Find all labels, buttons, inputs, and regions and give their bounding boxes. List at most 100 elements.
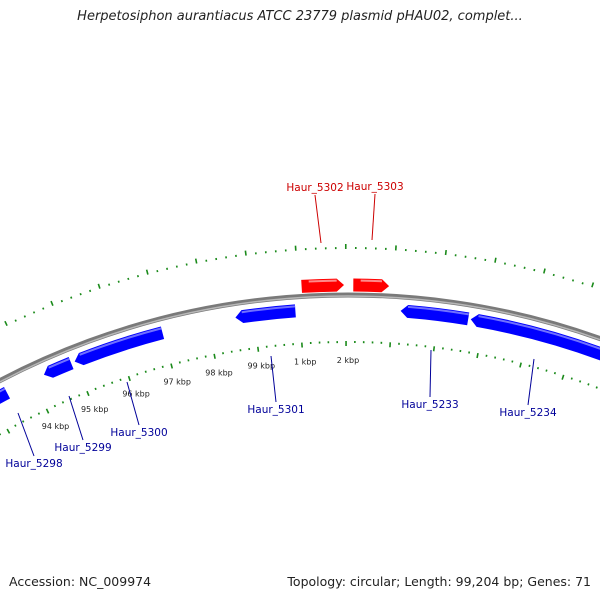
gene-leader-line <box>126 381 140 426</box>
gene-arrow-haur_5233[interactable] <box>400 304 470 326</box>
inner-tick <box>587 383 590 386</box>
gene-highlight <box>79 327 162 356</box>
tick-label: 94 kbp <box>42 422 70 431</box>
inner-tick <box>476 352 479 359</box>
gene-label-haur_5301[interactable]: Haur_5301 <box>247 404 304 416</box>
outer-tick <box>4 320 8 327</box>
gene-arrow-haur_5300[interactable] <box>74 326 165 366</box>
gene-highlight <box>48 357 70 369</box>
inner-tick <box>22 420 25 423</box>
inner-tick <box>78 394 81 397</box>
tick-label: 96 kbp <box>122 390 150 399</box>
gene-leader-line <box>270 355 277 403</box>
outer-tick <box>108 283 111 286</box>
outer-tick <box>50 300 54 307</box>
inner-tick <box>69 397 73 401</box>
gene-label-haur_5233[interactable]: Haur_5233 <box>401 399 458 411</box>
inner-tick <box>111 381 114 384</box>
outer-tick <box>32 311 36 314</box>
inner-tick <box>53 404 57 408</box>
inner-tick <box>536 366 540 370</box>
inner-tick <box>570 377 573 380</box>
inner-tick <box>213 353 216 359</box>
gene-highlight <box>478 315 600 350</box>
topology-summary: Topology: circular; Length: 99,204 bp; G… <box>287 574 591 589</box>
gene-leader-line <box>314 194 322 244</box>
outer-tick <box>543 268 546 274</box>
outer-tick <box>23 315 26 318</box>
inner-tick <box>127 375 131 382</box>
gene-leader-line <box>429 349 432 398</box>
outer-tick <box>244 250 247 256</box>
inner-tick <box>545 369 548 372</box>
outer-tick <box>79 292 82 296</box>
inner-tick <box>144 370 147 373</box>
gene-label-haur_5234[interactable]: Haur_5234 <box>499 407 557 419</box>
inner-tick <box>161 365 164 369</box>
outer-tick <box>444 249 447 256</box>
tick-labels: 94 kbp 95 kbp 96 kbp 97 kbp 98 kbp 99 kbp 1 kb… <box>42 356 359 431</box>
outer-tick <box>70 296 73 299</box>
inner-tick <box>94 387 97 391</box>
outer-tick <box>552 273 555 277</box>
map-title: Herpetosiphon aurantiacus ATCC 23779 pla… <box>77 9 523 24</box>
gene-leader-line <box>527 358 535 406</box>
inner-tick <box>257 346 260 352</box>
gene-highlight <box>241 305 296 314</box>
inner-tick <box>102 384 105 387</box>
gene-label-haur_5300[interactable]: Haur_5300 <box>110 427 167 439</box>
inner-tick <box>29 416 33 419</box>
inner-tick <box>6 428 11 434</box>
outer-tick <box>127 277 130 281</box>
tick-label: 98 kbp <box>205 368 233 377</box>
tick-label: 95 kbp <box>81 405 109 414</box>
gene-label-haur_5298[interactable]: Haur_5298 <box>5 458 62 470</box>
tick-label: 1 kbp <box>294 357 316 366</box>
inner-tick <box>579 380 582 383</box>
outer-tick <box>494 257 497 263</box>
outer-tick <box>571 279 575 282</box>
gene-label-haur_5299[interactable]: Haur_5299 <box>54 442 111 454</box>
outer-tick <box>591 282 595 288</box>
outer-tick <box>145 269 149 275</box>
inner-tick <box>432 346 436 352</box>
outer-tick <box>117 280 120 283</box>
outer-tick <box>97 283 101 289</box>
gene-leader-line <box>371 193 376 241</box>
gene-leader-line <box>17 412 35 457</box>
inner-tick <box>14 424 17 427</box>
tick-label: 99 kbp <box>248 362 276 371</box>
outer-tick <box>136 274 139 278</box>
outer-tick <box>42 307 45 310</box>
accession-text: Accession: NC_009974 <box>9 574 152 589</box>
inner-tick <box>136 373 139 376</box>
backbone-ring-highlight <box>0 295 600 383</box>
tick-label: 2 kbp <box>337 356 359 365</box>
inner-tick <box>595 386 598 389</box>
inner-tick <box>45 408 50 414</box>
gene-arrow-haur_5234[interactable] <box>470 314 600 364</box>
gene-arrow-haur_5299[interactable] <box>43 357 74 378</box>
gene-highlight <box>0 387 6 393</box>
inner-tick-ring <box>0 341 598 436</box>
gene-arrow-haur_5301[interactable] <box>235 304 296 324</box>
inner-tick <box>561 374 565 380</box>
outer-tick <box>194 258 198 264</box>
gene-highlight <box>407 305 470 316</box>
outer-tick <box>562 276 565 279</box>
inner-tick <box>153 368 156 371</box>
inner-tick <box>86 390 90 397</box>
gene-arrow-haur_5298[interactable] <box>0 386 11 413</box>
inner-tick <box>37 412 41 415</box>
gene-label-haur_5303[interactable]: Haur_5303 <box>346 181 403 193</box>
inner-tick <box>519 362 522 368</box>
outer-tick-ring <box>4 244 595 327</box>
outer-tick <box>60 299 63 303</box>
inner-tick <box>119 378 122 382</box>
gene-track <box>0 278 600 413</box>
outer-tick <box>89 289 92 293</box>
gene-highlight <box>360 279 383 283</box>
gene-label-haur_5302[interactable]: Haur_5302 <box>286 182 343 194</box>
gene-highlight <box>308 279 337 283</box>
